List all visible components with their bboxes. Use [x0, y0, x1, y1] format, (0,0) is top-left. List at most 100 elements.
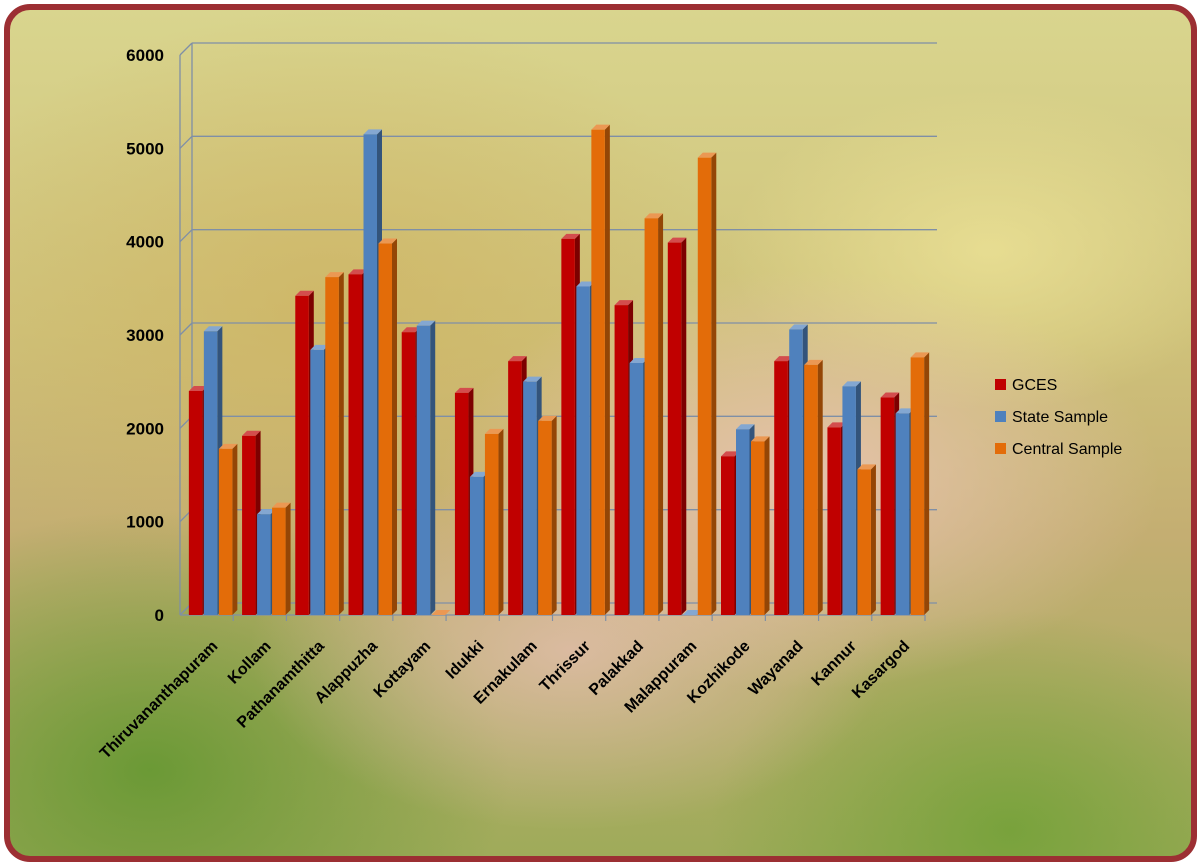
bar-central-sample	[484, 428, 504, 615]
bar-top	[295, 290, 314, 296]
y-tick-labels: 0 1000 2000 3000 4000 5000 6000	[126, 46, 164, 625]
bar-front	[363, 134, 377, 615]
bar-front	[827, 427, 841, 615]
bar-front	[295, 295, 309, 615]
bar-top	[203, 326, 223, 332]
bar-top	[363, 129, 382, 135]
bar-side	[711, 152, 717, 615]
bar-top	[272, 502, 291, 508]
bar-top	[774, 356, 793, 362]
x-tick-label: Kannur	[808, 638, 860, 690]
bar-side	[870, 464, 876, 615]
bar-top	[682, 610, 702, 615]
bar-top	[857, 464, 876, 470]
bar-front	[895, 413, 910, 615]
gridline-depth	[179, 135, 193, 149]
x-tick-label: Kollam	[225, 638, 275, 688]
bar-side	[551, 415, 557, 615]
bar-top	[721, 451, 740, 457]
legend-label: Central Sample	[1012, 441, 1122, 458]
bar-top	[523, 376, 542, 382]
legend-swatch	[995, 411, 1006, 422]
y-tick-label: 0	[155, 606, 164, 625]
bar-front	[378, 243, 392, 616]
bar-top	[880, 392, 900, 398]
bar-front	[667, 242, 682, 615]
bar-front	[880, 397, 895, 615]
y-tick-label: 1000	[126, 513, 164, 532]
bar-front	[736, 429, 750, 615]
bar-top	[348, 269, 367, 275]
bar-central-sample	[591, 124, 610, 616]
bar-side	[285, 502, 291, 615]
bar-front	[629, 363, 644, 615]
bar-top	[469, 471, 489, 477]
bar-top	[310, 344, 329, 350]
bar-side	[764, 436, 770, 615]
bar-central-sample	[218, 443, 238, 615]
bar-front	[203, 331, 218, 615]
bar-front	[272, 507, 286, 615]
bar-top	[591, 124, 610, 130]
bar-top	[751, 436, 770, 442]
bar-top	[538, 415, 557, 421]
bar-central-sample	[751, 436, 770, 615]
bar-top	[789, 324, 808, 330]
bar-top	[644, 213, 664, 219]
bar-front	[484, 433, 499, 615]
bar-front	[469, 476, 484, 615]
x-tick-labels: Thiruvananthapuram KollamPathanamthittaAl…	[97, 638, 913, 763]
legend-item: Central Sample	[995, 441, 1122, 458]
legend-label: GCES	[1012, 377, 1057, 394]
bar-front	[804, 364, 818, 615]
bar-top	[827, 422, 846, 428]
bar-side	[232, 443, 238, 615]
bar-top	[431, 610, 451, 615]
bar-front	[454, 392, 469, 615]
bar-front	[523, 381, 537, 615]
bar-top	[842, 381, 861, 387]
chart-frame: 0 1000 2000 3000 4000 5000 6000 Thiruvananthap…	[4, 4, 1197, 862]
bar-top	[378, 238, 397, 244]
bar-side	[338, 272, 344, 615]
gridline-depth	[179, 229, 193, 243]
bar-state-sample	[682, 610, 702, 615]
bar-front	[242, 435, 256, 615]
bar-front	[325, 277, 339, 615]
bar-central-sample	[272, 502, 291, 615]
gridline-depth	[179, 322, 193, 336]
bar-top	[188, 386, 208, 391]
legend-swatch	[995, 443, 1006, 454]
bar-front	[751, 441, 765, 615]
bar-top	[257, 509, 276, 515]
bar-front	[591, 129, 605, 615]
bar-central-sample	[697, 152, 717, 615]
y-tick-label: 5000	[126, 139, 164, 158]
bar-front	[644, 218, 659, 616]
bar-top	[910, 352, 930, 358]
bar-front	[842, 386, 856, 615]
bar-front	[561, 238, 575, 615]
bar-front	[697, 157, 712, 615]
y-tick-label: 2000	[126, 419, 164, 438]
legend-swatch	[995, 379, 1006, 390]
bar-top	[508, 356, 527, 362]
bar-top	[242, 430, 261, 436]
y-tick-label: 6000	[126, 46, 164, 65]
bar-top	[576, 281, 595, 287]
bar-central-sample	[910, 352, 930, 615]
bar-front	[401, 332, 416, 615]
legend-item: GCES	[995, 377, 1057, 394]
bar-side	[498, 428, 504, 615]
bar-top	[218, 443, 238, 449]
bar-side	[430, 320, 436, 615]
y-tick-label: 3000	[126, 326, 164, 345]
bar-state-sample	[416, 320, 436, 615]
bar-front	[416, 325, 431, 615]
bar-top	[416, 320, 436, 326]
bar-front	[789, 329, 803, 615]
x-tick-label: Wayanad	[746, 638, 807, 699]
legend: GCES State Sample Central Sample	[995, 377, 1122, 458]
y-tick-label: 4000	[126, 233, 164, 252]
bar-front	[538, 420, 552, 615]
